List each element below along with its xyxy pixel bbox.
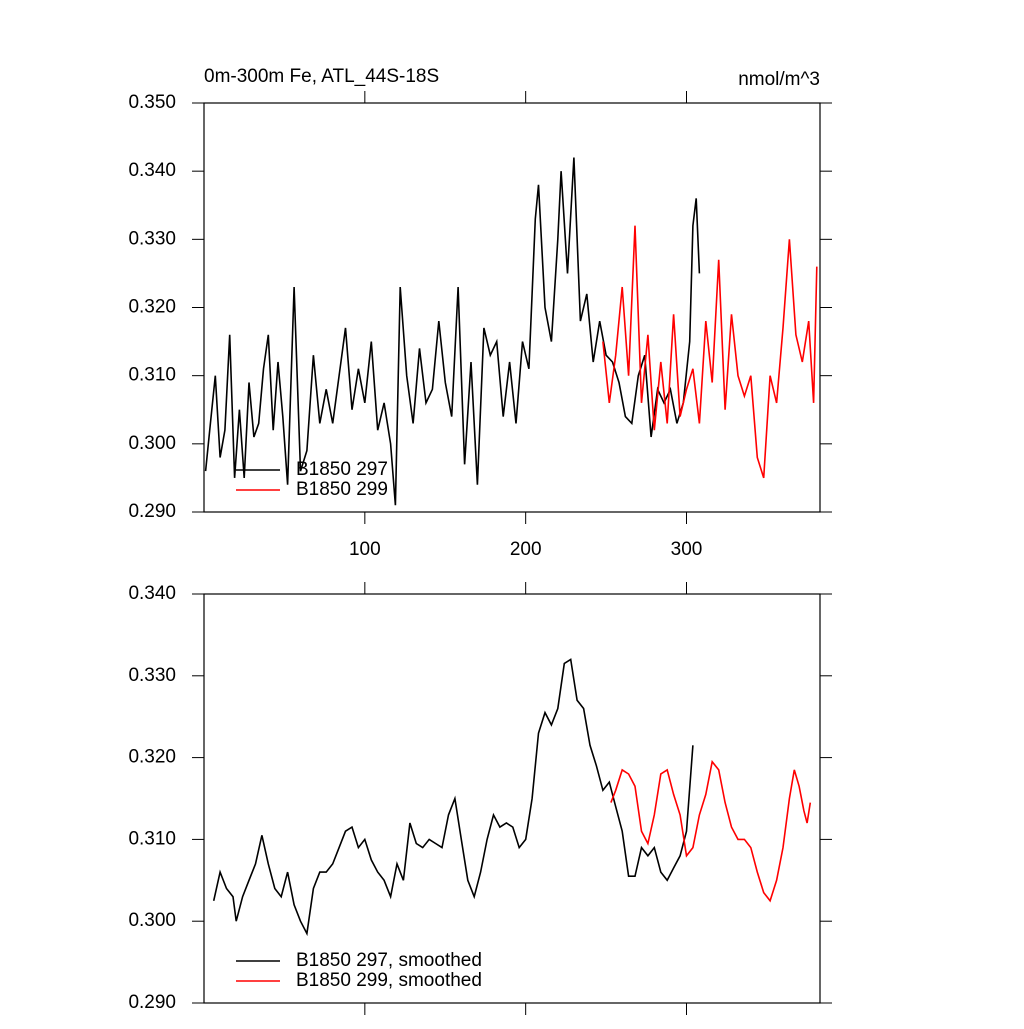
legend-label: B1850 299, smoothed [296,970,482,991]
y-tick-label: 0.320 [128,297,176,318]
y-tick-label: 0.300 [128,910,176,931]
legend-label: B1850 297 [296,459,388,480]
legend-label: B1850 297, smoothed [296,950,482,971]
y-tick-label: 0.290 [128,501,176,522]
y-tick-label: 0.310 [128,828,176,849]
series-line [610,759,812,903]
legend-label: B1850 299 [296,479,388,500]
series-line [204,157,701,506]
y-tick-label: 0.340 [128,160,176,181]
y-tick-label: 0.320 [128,747,176,768]
y-tick-label: 0.300 [128,433,176,454]
y-tick-label: 0.350 [128,92,176,113]
x-tick-label: 200 [510,539,542,560]
series-line [602,225,818,479]
y-tick-label: 0.330 [128,228,176,249]
chart-title: 0m-300m Fe, ATL_44S-18S [204,66,439,87]
x-tick-label: 300 [671,539,703,560]
plot-frame [203,593,821,1004]
y-tick-label: 0.340 [128,583,176,604]
y-tick-label: 0.310 [128,365,176,386]
x-tick-label: 100 [349,539,381,560]
y-tick-label: 0.290 [128,992,176,1013]
units-label: nmol/m^3 [738,69,820,90]
plot-frame [203,102,821,513]
y-tick-label: 0.330 [128,665,176,686]
series-line [212,658,694,937]
